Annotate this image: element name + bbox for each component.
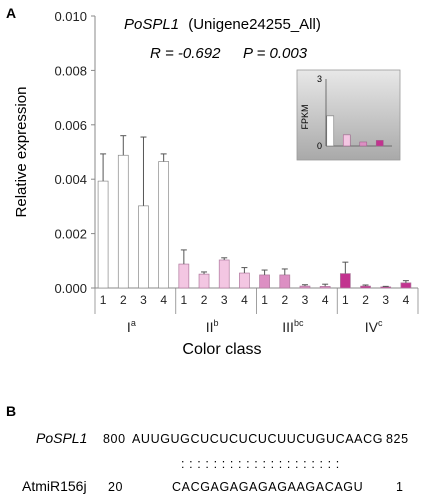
group-name: II bbox=[206, 319, 214, 335]
x-tick-label: 3 bbox=[140, 293, 147, 307]
alignment-bottom-seq: CACGAGAGAGAGAAGACAGU bbox=[172, 480, 363, 494]
main-group-labels: Ia IIb IIIbc IVc bbox=[127, 318, 383, 335]
x-tick-label: 3 bbox=[302, 293, 309, 307]
inset-bar bbox=[375, 140, 384, 147]
inset-y-max-tick: 3 bbox=[317, 74, 322, 84]
bar bbox=[158, 161, 170, 289]
x-tick-label: 3 bbox=[382, 293, 389, 307]
x-axis-title: Color class bbox=[182, 341, 261, 358]
bar bbox=[117, 154, 129, 289]
gene-label: PoSPL1 bbox=[124, 16, 179, 33]
x-tick-label: 4 bbox=[403, 293, 410, 307]
x-tick-label: 3 bbox=[221, 293, 228, 307]
y-tick-label: 0.006 bbox=[54, 118, 87, 133]
bar bbox=[360, 285, 371, 289]
bar bbox=[339, 273, 351, 289]
alignment-top-end: 825 bbox=[386, 432, 409, 446]
bar bbox=[400, 282, 412, 289]
inset-bar bbox=[342, 134, 351, 147]
x-tick-label: 1 bbox=[261, 293, 268, 307]
panel-a-label: A bbox=[6, 5, 16, 21]
bar bbox=[218, 259, 230, 289]
group-superscript: bc bbox=[294, 318, 304, 328]
group-superscript: b bbox=[214, 318, 219, 328]
x-tick-label: 4 bbox=[241, 293, 248, 307]
group-name: IV bbox=[365, 319, 379, 335]
panel-b-label: B bbox=[6, 403, 16, 419]
bar bbox=[138, 205, 149, 289]
bar bbox=[259, 274, 270, 289]
alignment-top-seq: AUUGUGCUCUCUCUCUUCUGUCAACG bbox=[132, 432, 383, 446]
alignment-bottom-start: 20 bbox=[108, 480, 123, 494]
x-tick-label: 1 bbox=[181, 293, 188, 307]
bar bbox=[299, 285, 311, 289]
group-label: IVc bbox=[365, 318, 383, 335]
bar bbox=[198, 273, 210, 289]
x-tick-label: 2 bbox=[362, 293, 369, 307]
inset-y-label: FPKM bbox=[300, 104, 310, 129]
stats-p: P = 0.003 bbox=[243, 45, 308, 62]
x-tick-label: 4 bbox=[160, 293, 167, 307]
y-tick-label: 0.008 bbox=[54, 63, 87, 78]
x-tick-label: 1 bbox=[342, 293, 349, 307]
x-tick-label: 2 bbox=[201, 293, 208, 307]
y-tick-label: 0.000 bbox=[54, 281, 87, 296]
inset-bar bbox=[326, 115, 335, 147]
main-bars bbox=[97, 154, 412, 289]
bar bbox=[319, 286, 331, 289]
y-axis-title: Relative expression bbox=[13, 87, 30, 218]
x-tick-label: 2 bbox=[281, 293, 288, 307]
bar bbox=[178, 263, 190, 289]
group-name: I bbox=[127, 319, 131, 335]
group-name: III bbox=[282, 319, 294, 335]
main-error-bars bbox=[100, 135, 409, 287]
group-label: IIb bbox=[206, 318, 219, 335]
inset-bars bbox=[326, 115, 384, 147]
stats-r: R = -0.692 bbox=[150, 45, 221, 62]
bar bbox=[239, 272, 250, 289]
bar bbox=[97, 180, 109, 289]
inset-background bbox=[296, 69, 401, 161]
y-tick-label: 0.004 bbox=[54, 172, 87, 187]
inset-bar bbox=[359, 141, 368, 147]
x-tick-label: 4 bbox=[322, 293, 329, 307]
x-tick-label: 1 bbox=[100, 293, 107, 307]
y-tick-label: 0.002 bbox=[54, 227, 87, 242]
alignment-top-start: 800 bbox=[103, 432, 126, 446]
alignment-bottom-end: 1 bbox=[396, 480, 404, 494]
main-y-tick-labels: 0.000 0.002 0.004 0.006 0.008 0.010 bbox=[54, 9, 87, 296]
group-superscript: a bbox=[131, 318, 136, 328]
alignment-top-name: PoSPL1 bbox=[36, 430, 87, 446]
group-superscript: c bbox=[378, 318, 383, 328]
alignment-bottom-name: AtmiR156j bbox=[22, 478, 87, 494]
bar bbox=[279, 274, 291, 289]
alignment-match-marks: : : : : : : : : : : : : : : : : : : : : bbox=[181, 457, 340, 471]
group-label: IIIbc bbox=[282, 318, 304, 335]
y-tick-label: 0.010 bbox=[54, 9, 87, 24]
gene-id: (Unigene24255_All) bbox=[188, 16, 321, 33]
x-tick-label: 2 bbox=[120, 293, 127, 307]
inset-y-min-tick: 0 bbox=[317, 141, 322, 151]
gene-title: PoSPL1 (Unigene24255_All) bbox=[124, 16, 321, 33]
group-label: Ia bbox=[127, 318, 136, 335]
bar bbox=[380, 286, 392, 289]
